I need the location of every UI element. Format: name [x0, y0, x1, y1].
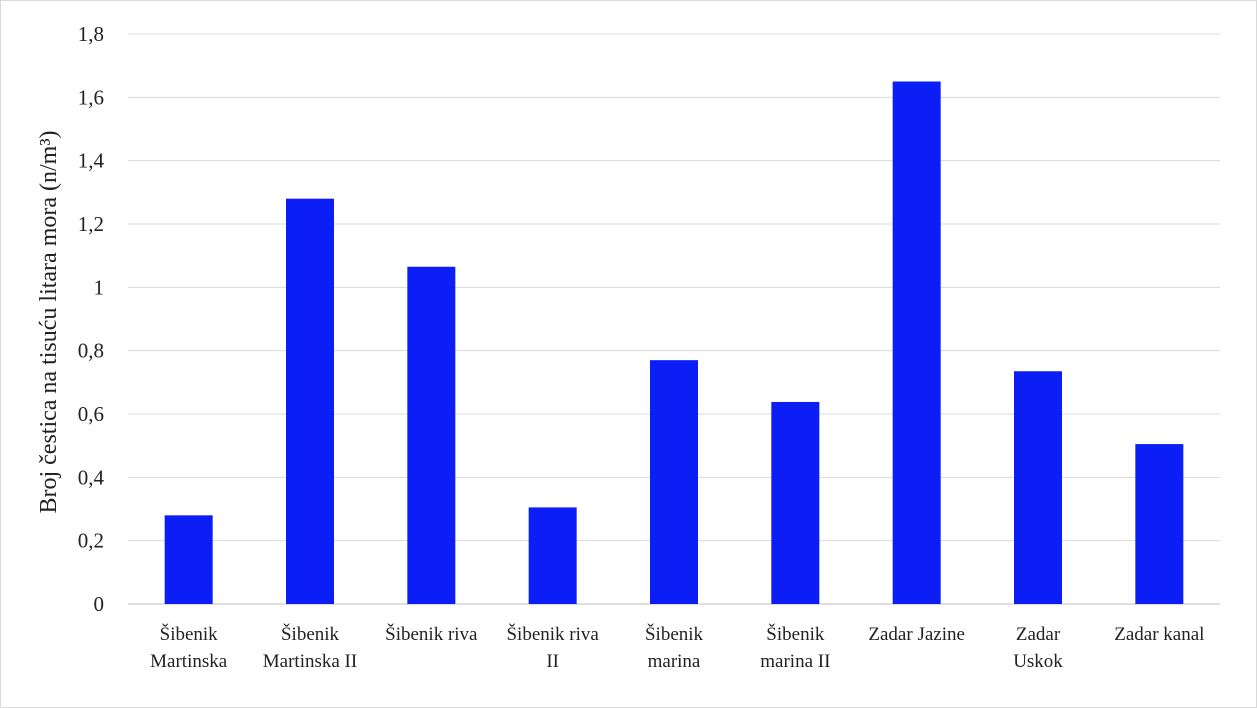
y-tick-label: 1 [94, 275, 105, 299]
x-category-label: Zadar kanal [1114, 624, 1204, 645]
bar [286, 198, 334, 604]
bar [528, 507, 577, 604]
x-category-label: Šibenik Martinska II [263, 623, 357, 672]
x-category-label: Šibenik riva [385, 623, 478, 645]
bar [164, 515, 213, 604]
bar [1135, 444, 1184, 604]
bar [771, 401, 820, 604]
bar [1014, 371, 1062, 604]
x-category-label: Šibenik riva II [506, 623, 599, 672]
x-category-label: Šibenik Martinska [150, 623, 228, 672]
y-tick-label: 0,2 [78, 529, 104, 553]
x-category-label: Šibenik marina [645, 623, 704, 672]
y-tick-label: 1,2 [78, 212, 104, 236]
y-tick-label: 0 [94, 592, 105, 616]
x-category-label: Šibenik marina II [760, 623, 830, 672]
y-tick-label: 0,8 [78, 339, 104, 363]
y-tick-label: 0,4 [78, 465, 105, 489]
bar [650, 360, 698, 604]
x-category-label: Zadar Uskok [1013, 624, 1063, 672]
y-axis-label: Broj čestica na tisuću litara mora (n/m³… [36, 130, 62, 513]
y-tick-label: 1,4 [78, 149, 105, 173]
bar [892, 81, 941, 604]
bar [407, 266, 456, 604]
y-tick-label: 1,6 [78, 85, 104, 109]
x-category-label: Zadar Jazine [868, 624, 965, 645]
y-tick-label: 1,8 [78, 22, 104, 46]
y-tick-label: 0,6 [78, 402, 104, 426]
